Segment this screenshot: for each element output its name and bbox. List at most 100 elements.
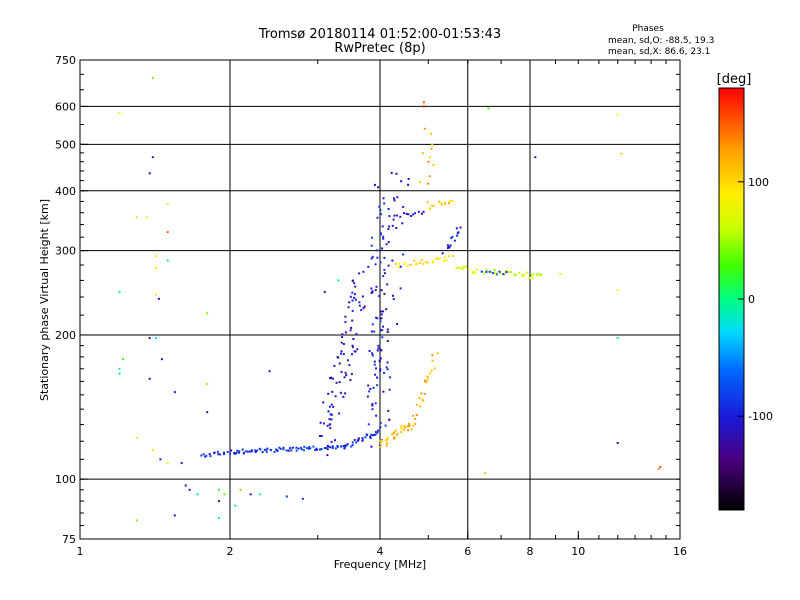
data-point [295,446,298,449]
data-point [204,455,207,458]
data-point [379,368,382,371]
data-point [200,454,203,457]
data-point [388,225,391,228]
data-point [392,298,395,301]
data-point [135,216,138,219]
data-point [426,201,429,204]
data-point [254,451,257,453]
data-point [206,411,209,414]
data-point [462,266,465,269]
data-point [385,308,388,311]
data-point [392,294,394,297]
data-point [657,468,660,470]
data-point [370,257,373,260]
data-point [349,379,352,381]
data-point [502,273,505,276]
data-point [461,268,464,270]
data-point [432,205,435,207]
data-point [616,337,619,340]
data-point [350,445,353,448]
data-point [443,256,446,259]
data-point [384,424,387,427]
data-point [455,266,458,269]
data-point [381,329,384,332]
y-tick-label: 750 [55,54,76,67]
data-point [386,436,389,439]
data-point [393,199,396,202]
data-point [438,257,441,260]
data-point [173,391,176,394]
data-point [382,197,385,200]
x-tick-label: 6 [464,545,471,558]
data-point [368,350,371,352]
data-point [375,367,377,370]
data-point [349,329,352,332]
data-point [331,445,334,448]
data-point [422,262,425,265]
data-point [250,449,253,452]
data-point [303,445,306,448]
data-point [330,403,333,406]
data-point [428,175,431,178]
data-point [379,426,382,429]
data-point [383,272,386,275]
data-point [491,272,494,275]
data-point [347,306,350,309]
data-point [438,200,440,203]
data-point [409,263,412,266]
data-point [378,205,381,208]
data-point [385,444,388,447]
data-point [258,447,261,450]
data-point [540,274,543,277]
data-point [145,216,148,219]
data-point [344,331,347,334]
data-point [285,449,288,452]
data-point [370,292,373,294]
data-point [355,333,358,336]
data-point [386,331,389,333]
data-point [241,448,244,451]
y-axis-label: Stationary phase Virtual Height [km] [38,199,51,401]
data-point [379,357,382,360]
data-point [366,395,369,398]
data-point [351,441,354,444]
data-point [471,272,474,275]
data-point [285,495,288,498]
data-point [616,442,619,444]
data-point [330,440,333,443]
data-point [376,431,379,434]
data-point [332,405,335,408]
data-point [351,344,354,347]
data-point [348,301,351,304]
data-point [319,448,321,451]
data-point [393,197,395,200]
data-point [396,432,399,435]
data-point [397,265,400,268]
data-point [217,500,220,503]
data-point [159,458,162,461]
data-point [534,156,537,159]
data-point [403,263,406,266]
data-point [427,160,430,163]
data-point [309,447,312,450]
data-point [457,231,460,234]
data-point [387,264,390,267]
data-point [395,227,398,229]
axis-ticks: 1 2 4 6 8 10 16 75 100 200 300 400 500 600 750 [55,54,687,558]
data-point [166,462,169,465]
data-point [250,450,253,453]
data-point [385,439,387,442]
data-point [424,261,427,263]
data-point [353,282,356,285]
data-point [239,488,242,491]
data-point [536,274,538,277]
data-point [339,391,342,394]
data-point [386,438,389,441]
data-point [436,352,439,355]
chart-title: Tromsø 20180114 01:52:00-01:53:43 [258,27,501,42]
data-point [329,446,332,449]
data-point [330,418,333,421]
data-point [325,446,328,449]
data-point [323,290,326,293]
data-point [380,317,383,320]
